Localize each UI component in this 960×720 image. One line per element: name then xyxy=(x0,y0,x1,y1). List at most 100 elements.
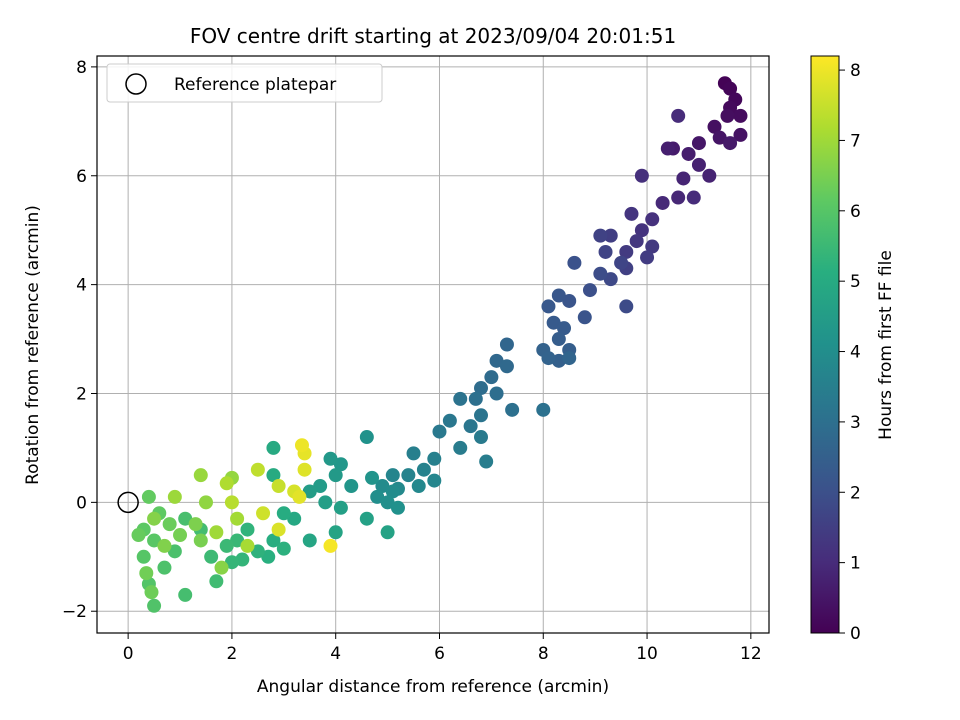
data-point xyxy=(614,255,629,270)
data-point xyxy=(619,299,634,314)
data-point xyxy=(567,255,582,270)
data-point xyxy=(702,168,717,183)
data-point xyxy=(240,538,255,553)
data-point xyxy=(645,212,660,227)
data-point xyxy=(359,511,374,526)
data-point xyxy=(562,293,577,308)
data-point xyxy=(562,351,577,366)
data-point xyxy=(634,223,649,238)
data-point xyxy=(224,495,239,510)
data-point xyxy=(603,272,618,287)
data-point xyxy=(505,402,520,417)
colorbar: 0 1 2 3 4 5 6 7 8 Hours from first FF file xyxy=(810,55,896,644)
data-point xyxy=(157,538,172,553)
data-point xyxy=(380,495,395,510)
data-point xyxy=(541,351,556,366)
data-point xyxy=(141,489,156,504)
x-tick-label: 0 xyxy=(123,644,134,664)
legend-marker-open-circle xyxy=(125,73,147,95)
data-point xyxy=(577,310,592,325)
data-point xyxy=(214,560,229,575)
colorbar-tick-label: 7 xyxy=(850,131,861,151)
data-point xyxy=(634,168,649,183)
data-point xyxy=(720,108,735,123)
data-point xyxy=(474,408,488,423)
data-point xyxy=(318,495,333,510)
data-point xyxy=(230,533,245,548)
data-point xyxy=(681,146,696,161)
data-point xyxy=(256,506,271,521)
data-point xyxy=(463,419,478,434)
colorbar-tick-label: 3 xyxy=(850,413,861,433)
data-point xyxy=(167,544,182,559)
legend: Reference platepar xyxy=(106,63,383,103)
data-point xyxy=(375,479,390,494)
data-point xyxy=(157,560,172,575)
data-point xyxy=(144,585,159,600)
data-point xyxy=(427,473,442,488)
data-point xyxy=(276,506,291,521)
data-point xyxy=(541,299,556,314)
y-tick-label: 0 xyxy=(76,493,87,513)
data-point xyxy=(271,522,286,537)
colorbar-ticks: 0 1 2 3 4 5 6 7 8 xyxy=(839,61,861,644)
data-point xyxy=(712,130,727,145)
data-point xyxy=(266,468,281,483)
data-point xyxy=(276,541,291,556)
data-point xyxy=(297,462,312,477)
data-point xyxy=(198,495,213,510)
chart-title: FOV centre drift starting at 2023/09/04 … xyxy=(190,24,676,48)
data-point xyxy=(261,549,276,564)
data-point xyxy=(655,195,670,210)
data-point xyxy=(479,454,494,469)
data-point xyxy=(686,190,701,205)
x-tick-label: 10 xyxy=(636,644,658,664)
data-point xyxy=(313,479,328,494)
data-point xyxy=(474,430,488,445)
data-point xyxy=(733,127,748,142)
x-axis-label: Angular distance from reference (arcmin) xyxy=(257,677,609,697)
data-point xyxy=(240,522,255,537)
data-point xyxy=(499,359,514,374)
data-point xyxy=(582,283,597,298)
data-point xyxy=(733,108,748,123)
data-point xyxy=(147,511,162,526)
y-tick-label: 8 xyxy=(76,58,87,78)
data-point xyxy=(660,141,675,156)
data-point xyxy=(250,544,265,559)
data-point xyxy=(219,476,234,491)
colorbar-tick-label: 2 xyxy=(850,483,861,503)
x-axis-ticks: 0 2 4 6 8 10 12 xyxy=(123,633,762,664)
data-point xyxy=(328,468,343,483)
colorbar-tick-label: 6 xyxy=(850,202,861,222)
data-point xyxy=(432,424,447,439)
x-tick-label: 4 xyxy=(330,644,341,664)
x-tick-label: 2 xyxy=(227,644,238,664)
data-point xyxy=(499,337,514,352)
data-point xyxy=(427,451,442,466)
data-point xyxy=(139,566,154,581)
data-point xyxy=(551,288,566,303)
data-point xyxy=(551,332,566,347)
data-point xyxy=(598,244,613,259)
data-point xyxy=(401,468,416,483)
data-point xyxy=(266,440,281,455)
colorbar-tick-label: 4 xyxy=(850,343,861,363)
colorbar-tick-label: 0 xyxy=(850,624,861,644)
data-point xyxy=(323,451,338,466)
data-point xyxy=(287,511,302,526)
data-point xyxy=(707,119,722,134)
data-point xyxy=(136,549,151,564)
data-point xyxy=(442,413,457,428)
data-point xyxy=(603,228,618,243)
data-point xyxy=(365,470,380,485)
data-point xyxy=(723,81,738,96)
colorbar-gradient xyxy=(810,55,840,634)
data-point xyxy=(691,136,706,151)
data-point xyxy=(671,108,686,123)
data-point xyxy=(468,391,483,406)
data-point xyxy=(380,525,395,540)
data-point xyxy=(385,484,400,499)
reference-platepar-marker xyxy=(117,491,139,514)
